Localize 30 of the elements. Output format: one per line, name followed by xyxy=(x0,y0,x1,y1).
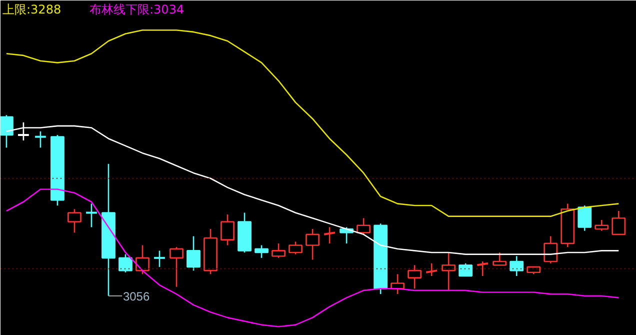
candlestick xyxy=(68,208,82,234)
candlestick xyxy=(186,236,200,272)
candlestick xyxy=(272,242,286,259)
candlestick xyxy=(220,214,234,246)
candlestick xyxy=(408,264,422,290)
candlestick xyxy=(170,246,184,288)
candlestick xyxy=(425,262,438,277)
candlestick xyxy=(356,217,371,236)
candlestick xyxy=(510,255,524,277)
candlestick xyxy=(442,252,456,292)
candlestick xyxy=(0,114,14,148)
candlestick xyxy=(323,226,336,244)
annotation: 3056 xyxy=(122,289,150,304)
text: 上限:3288 xyxy=(2,2,62,16)
candlestick xyxy=(85,203,98,228)
candlestick xyxy=(476,260,490,277)
candlestick xyxy=(612,210,626,236)
candlestick xyxy=(136,244,150,275)
candlestick xyxy=(578,204,592,232)
candlestick xyxy=(458,262,473,277)
candlestick xyxy=(492,252,507,266)
candlestick xyxy=(118,254,132,274)
candlestick xyxy=(594,219,609,232)
candlestick xyxy=(34,130,47,148)
candlestick xyxy=(544,236,558,264)
candlestick xyxy=(306,228,320,260)
candlestick xyxy=(254,244,268,259)
candlestick xyxy=(288,240,302,255)
candlestick xyxy=(153,250,166,268)
text: 布林线下限:3034 xyxy=(90,2,184,16)
